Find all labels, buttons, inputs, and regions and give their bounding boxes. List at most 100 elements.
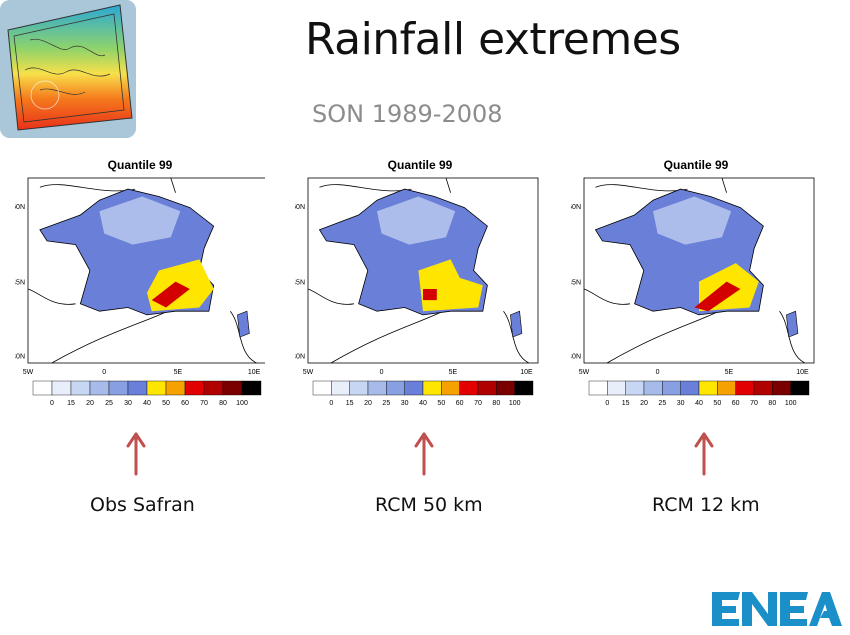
slide-title: Rainfall extremes bbox=[305, 14, 681, 65]
lon-label: 0 bbox=[102, 369, 106, 376]
lat-label: 45N bbox=[571, 280, 581, 287]
low-rainfall-zone bbox=[377, 196, 456, 245]
enea-logo bbox=[712, 588, 842, 635]
colorbar-swatch bbox=[662, 380, 681, 396]
colorbar-label: 15 bbox=[622, 400, 630, 407]
colorbar-swatch bbox=[386, 380, 405, 396]
lat-label: 45N bbox=[15, 280, 25, 287]
colorbar-swatch bbox=[607, 380, 626, 396]
corsica-shape bbox=[237, 310, 250, 338]
colorbar-swatch bbox=[241, 380, 262, 396]
colorbar-swatch bbox=[222, 380, 243, 396]
lat-label: 50N bbox=[295, 204, 305, 211]
colorbar-swatch bbox=[51, 380, 72, 396]
colorbar-label: 0 bbox=[329, 400, 333, 407]
colorbar-swatch bbox=[32, 380, 53, 396]
low-rainfall-zone bbox=[99, 196, 181, 245]
panel-title: Quantile 99 bbox=[663, 158, 729, 172]
colorbar-swatch bbox=[514, 380, 534, 396]
map-panel-rcm-12km: Quantile 99 50N 45N 40N 5W 0 5E 10E 0 15 20 25 30 40… bbox=[571, 158, 821, 418]
caption-rcm-12km: RCM 12 km bbox=[652, 494, 760, 516]
lon-label: 0 bbox=[656, 369, 660, 376]
panel-title: Quantile 99 bbox=[107, 158, 173, 172]
corsica-shape bbox=[510, 310, 523, 338]
colorbar-swatch bbox=[349, 380, 369, 396]
coastline bbox=[583, 177, 805, 364]
panel-title: Quantile 99 bbox=[387, 158, 453, 172]
lon-label: 5W bbox=[23, 369, 34, 376]
low-rainfall-zone bbox=[653, 196, 732, 245]
colorbar-label: 50 bbox=[713, 400, 721, 407]
colorbar-label: 20 bbox=[86, 400, 94, 407]
colorbar-label: 0 bbox=[50, 400, 54, 407]
coastline bbox=[307, 177, 529, 364]
extreme-rainfall-zone bbox=[151, 281, 190, 308]
colorbar-label: 25 bbox=[105, 400, 113, 407]
lon-label: 10E bbox=[248, 369, 261, 376]
lon-label: 0 bbox=[380, 369, 384, 376]
coastline bbox=[27, 177, 257, 364]
lat-label: 50N bbox=[571, 204, 581, 211]
colorbar-swatch bbox=[367, 380, 387, 396]
map-panel-obs-safran: Quantile 99 50N 45N 40N 5W 0 5E 10E 0 15 20 25 30 40… bbox=[15, 158, 265, 418]
colorbar-swatch bbox=[643, 380, 663, 396]
lon-label: 10E bbox=[520, 369, 533, 376]
colorbar-label: 60 bbox=[456, 400, 464, 407]
colorbar-swatch bbox=[184, 380, 205, 396]
colorbar-label: 80 bbox=[768, 400, 776, 407]
colorbar-label: 25 bbox=[658, 400, 666, 407]
lat-label: 40N bbox=[15, 354, 25, 361]
colorbar-swatch bbox=[717, 380, 736, 396]
colorbar-label: 30 bbox=[401, 400, 409, 407]
colorbar-label: 80 bbox=[492, 400, 500, 407]
colorbar-swatch bbox=[625, 380, 645, 396]
up-arrow-icon bbox=[126, 432, 146, 481]
colorbar-label: 30 bbox=[124, 400, 132, 407]
up-arrow-icon bbox=[694, 432, 714, 481]
colorbar-swatch bbox=[422, 380, 442, 396]
caption-rcm-50km: RCM 50 km bbox=[375, 494, 483, 516]
colorbar-swatch bbox=[127, 380, 148, 396]
colorbar-swatch bbox=[477, 380, 497, 396]
colorbar-label: 20 bbox=[640, 400, 648, 407]
up-arrow-icon bbox=[414, 432, 434, 481]
lon-label: 5E bbox=[174, 369, 183, 376]
colorbar-swatch bbox=[312, 380, 332, 396]
map-panel-rcm-50km: Quantile 99 50N 45N 40N 5W 0 5E 10E 0 15 20 25 30 40… bbox=[295, 158, 545, 418]
colorbar-label: 25 bbox=[382, 400, 390, 407]
lon-label: 10E bbox=[796, 369, 809, 376]
colorbar-label: 70 bbox=[200, 400, 208, 407]
colorbar-label: 50 bbox=[437, 400, 445, 407]
colorbar-label: 70 bbox=[750, 400, 758, 407]
colorbar-swatch bbox=[108, 380, 129, 396]
colorbar-label: 15 bbox=[67, 400, 75, 407]
colorbar-swatch bbox=[753, 380, 773, 396]
lat-label: 50N bbox=[15, 204, 25, 211]
colorbar-swatch bbox=[772, 380, 791, 396]
colorbar-label: 100 bbox=[509, 400, 521, 407]
lon-label: 5E bbox=[725, 369, 734, 376]
colorbar-swatch bbox=[496, 380, 515, 396]
colorbar-label: 40 bbox=[695, 400, 703, 407]
colorbar-label: 0 bbox=[605, 400, 609, 407]
lat-label: 45N bbox=[295, 280, 305, 287]
lon-label: 5W bbox=[579, 369, 590, 376]
colorbar-label: 60 bbox=[732, 400, 740, 407]
colorbar-swatch bbox=[735, 380, 755, 396]
colorbar-swatch bbox=[165, 380, 186, 396]
colorbar-swatch bbox=[459, 380, 479, 396]
colorbar-label: 100 bbox=[785, 400, 797, 407]
colorbar-swatch bbox=[698, 380, 718, 396]
caption-obs-safran: Obs Safran bbox=[90, 494, 195, 516]
lon-label: 5E bbox=[449, 369, 458, 376]
extreme-rainfall-zone bbox=[423, 289, 437, 301]
extreme-rainfall-zone bbox=[694, 281, 741, 312]
lat-label: 40N bbox=[571, 354, 581, 361]
colorbar-label: 80 bbox=[219, 400, 227, 407]
colorbar-swatch bbox=[680, 380, 700, 396]
colorbar-swatch bbox=[331, 380, 350, 396]
europe-temperature-map-icon bbox=[0, 0, 136, 138]
colorbar-label: 40 bbox=[419, 400, 427, 407]
colorbar-label: 60 bbox=[181, 400, 189, 407]
colorbar-label: 50 bbox=[162, 400, 170, 407]
